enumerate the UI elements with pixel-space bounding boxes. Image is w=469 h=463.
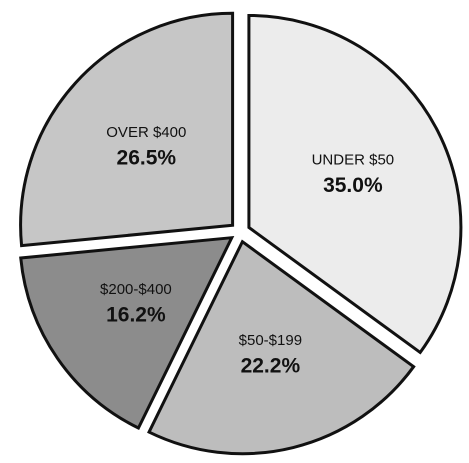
slice-value-label: 16.2%: [106, 304, 166, 327]
pie-slice: [19, 235, 235, 431]
pie-slice: [147, 239, 416, 456]
slice-value-label: 26.5%: [117, 146, 177, 169]
slice-label: OVER $400: [106, 124, 186, 141]
pie-slice: [19, 11, 235, 248]
slice-value-label: 35.0%: [323, 174, 383, 197]
slice-label: UNDER $50: [312, 152, 395, 169]
slice-label: $50-$199: [239, 332, 302, 349]
slice-label: $200-$400: [100, 281, 172, 298]
pie-slice: [247, 13, 463, 355]
slice-value-label: 22.2%: [241, 354, 301, 377]
